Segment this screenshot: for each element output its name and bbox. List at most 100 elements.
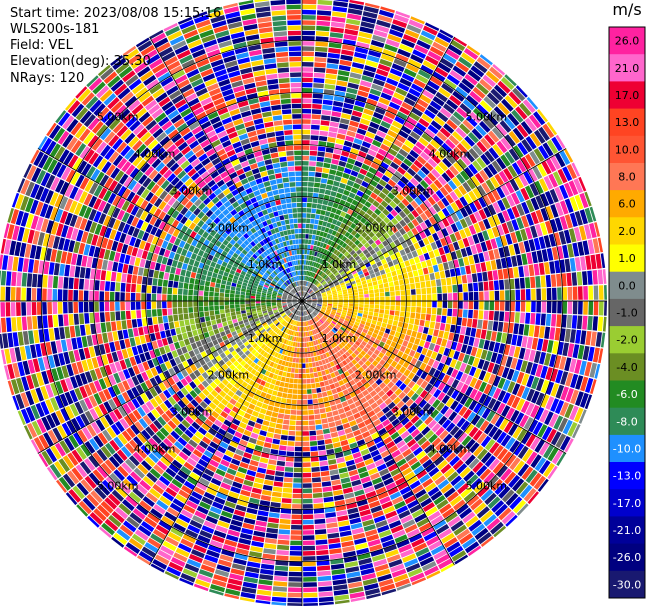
velocity-cell [315, 52, 327, 57]
velocity-cell [421, 333, 427, 340]
velocity-cell [315, 214, 320, 219]
velocity-cell [335, 420, 342, 426]
velocity-cell [270, 502, 280, 508]
velocity-cell [437, 301, 442, 308]
velocity-cell [322, 486, 332, 492]
velocity-cell [386, 324, 392, 330]
velocity-cell [303, 457, 311, 462]
velocity-cell [303, 525, 314, 530]
velocity-cell [385, 292, 390, 297]
velocity-cell [311, 130, 320, 135]
velocity-cell [368, 312, 373, 316]
velocity-cell [513, 323, 519, 334]
velocity-cell [281, 503, 291, 508]
velocity-cell [390, 286, 395, 291]
velocity-cell [399, 280, 404, 286]
velocity-cell [418, 269, 424, 276]
velocity-cell [311, 214, 316, 219]
velocity-cell [331, 208, 337, 214]
velocity-cell [394, 281, 399, 286]
velocity-cell [335, 86, 346, 92]
velocity-cell [277, 461, 285, 466]
velocity-cell [310, 224, 314, 229]
velocity-cell [313, 83, 324, 88]
velocity-cell [437, 294, 442, 301]
velocity-cell [273, 581, 287, 587]
velocity-cell [339, 183, 346, 189]
velocity-cell [274, 385, 280, 391]
velocity-cell [309, 172, 316, 177]
velocity-cell [414, 338, 420, 345]
velocity-cell [302, 145, 310, 150]
velocity-cell [253, 531, 265, 537]
velocity-cell [280, 440, 287, 445]
velocity-cell [413, 325, 419, 332]
velocity-cell [310, 146, 318, 151]
velocity-cell [184, 339, 190, 346]
velocity-cell [280, 382, 285, 387]
velocity-cell [338, 408, 345, 414]
velocity-cell [477, 273, 483, 282]
velocity-cell [541, 276, 546, 288]
velocity-cell [303, 541, 315, 546]
velocity-cell [302, 72, 313, 77]
velocity-cell [294, 347, 297, 352]
velocity-cell [340, 413, 347, 419]
velocity-cell [302, 192, 307, 197]
velocity-cell [526, 301, 531, 312]
velocity-cell [179, 340, 185, 347]
velocity-cell [394, 316, 399, 321]
velocity-cell [289, 378, 293, 383]
velocity-cell [327, 417, 334, 423]
velocity-cell [582, 316, 588, 330]
velocity-cell [276, 550, 289, 555]
velocity-cell [274, 476, 283, 482]
velocity-cell [451, 277, 456, 285]
velocity-cell [306, 229, 310, 234]
velocity-cell [369, 308, 374, 312]
velocity-cell [375, 297, 380, 301]
velocity-cell [302, 93, 312, 98]
velocity-cell [536, 301, 541, 313]
velocity-cell [489, 281, 494, 291]
velocity-cell [432, 294, 437, 301]
velocity-cell [438, 263, 444, 271]
velocity-cell [462, 318, 467, 326]
velocity-cell [289, 431, 296, 436]
velocity-cell [516, 290, 521, 301]
velocity-cell [510, 301, 515, 311]
velocity-cell [327, 390, 333, 396]
velocity-cell [177, 334, 183, 341]
velocity-cell [272, 439, 280, 445]
velocity-cell [302, 364, 305, 369]
velocity-cell [465, 327, 471, 336]
velocity-cell [489, 291, 494, 300]
velocity-cell [332, 569, 346, 575]
velocity-cell [500, 290, 505, 300]
velocity-cell [342, 173, 350, 179]
velocity-cell [463, 292, 468, 300]
velocity-cell [582, 271, 588, 285]
velocity-cell [416, 289, 421, 295]
velocity-cell [311, 462, 319, 467]
velocity-cell [596, 332, 602, 347]
velocity-cell [314, 62, 326, 67]
velocity-cell [445, 324, 451, 332]
velocity-cell [452, 309, 457, 317]
velocity-cell [288, 582, 302, 587]
velocity-cell [316, 430, 323, 435]
velocity-cell [341, 418, 348, 424]
velocity-cell [572, 272, 578, 286]
velocity-cell [349, 296, 354, 299]
velocity-cell [303, 582, 317, 587]
velocity-cell [331, 432, 339, 438]
velocity-cell [303, 567, 316, 572]
velocity-cell [269, 512, 280, 518]
velocity-cell [583, 301, 588, 315]
velocity-cell [465, 265, 471, 274]
velocity-cell [354, 295, 359, 298]
velocity-cell [311, 467, 320, 472]
velocity-cell [414, 319, 419, 325]
velocity-cell [187, 331, 193, 338]
velocity-cell [521, 301, 526, 312]
